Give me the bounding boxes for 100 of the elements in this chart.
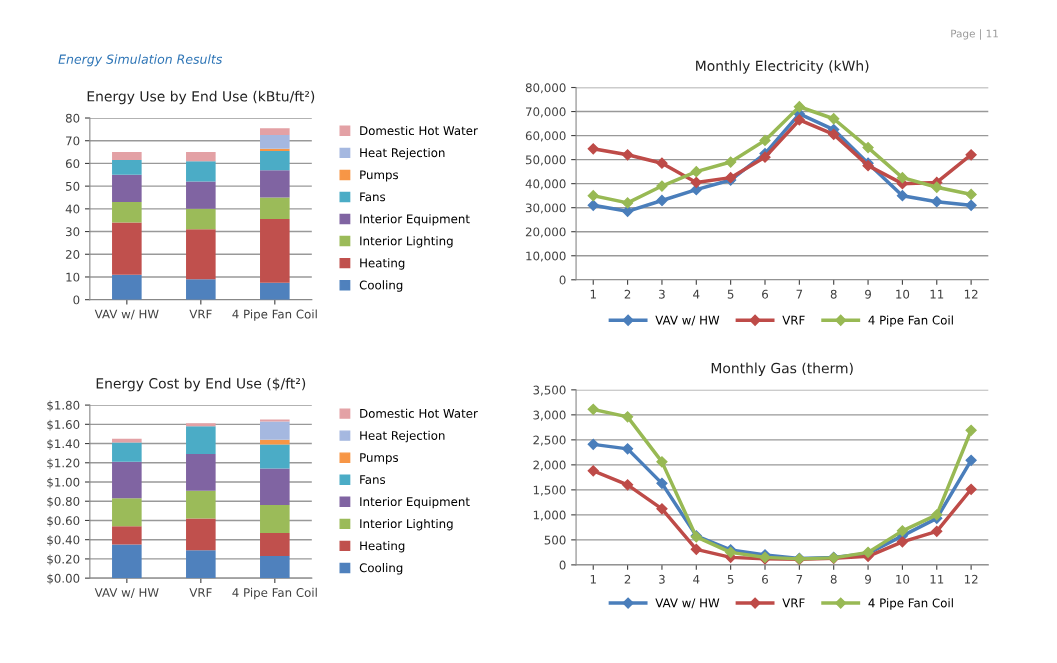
point [793, 101, 805, 113]
bar [112, 274, 142, 300]
y-tick-label: $0.20 [47, 554, 80, 566]
y-tick-label: $0.00 [47, 573, 80, 585]
bar [260, 556, 290, 579]
y-tick-label: 500 [544, 535, 566, 545]
point [621, 197, 634, 209]
bar [260, 505, 290, 533]
bar [186, 423, 216, 427]
bar [186, 550, 216, 579]
y-tick-label: $1.60 [47, 419, 80, 431]
y-tick-label: 0 [73, 295, 80, 305]
x-tick-label: 4 [693, 574, 700, 584]
bar [112, 160, 142, 175]
legend-label: Heating [360, 541, 405, 553]
point [621, 443, 634, 455]
point [965, 188, 977, 201]
x-tick-label: 2 [624, 574, 631, 584]
y-tick-label: 50 [66, 181, 80, 191]
bar [186, 279, 216, 300]
point [587, 403, 599, 415]
y-tick-label: $0.40 [47, 535, 80, 546]
y-tick-label: 70 [66, 136, 80, 146]
point [896, 536, 909, 548]
x-tick-label: VAV w/ HW [94, 588, 159, 598]
x-tick-label: 11 [930, 574, 944, 584]
bar [260, 128, 290, 136]
y-tick-label: 50,000 [525, 155, 566, 166]
point [931, 525, 943, 537]
bar [186, 152, 216, 162]
bar [260, 135, 290, 149]
point [621, 149, 634, 161]
point [656, 157, 668, 169]
legend-label: Interior Equipment [360, 496, 470, 509]
legend-label: Interior Equipment [360, 214, 470, 226]
y-tick-label: $1.40 [47, 439, 80, 450]
bar [260, 532, 290, 557]
x-tick-label: 1 [590, 289, 596, 299]
bar [260, 282, 290, 300]
y-tick-label: 10,000 [526, 251, 566, 262]
x-tick-label: 1 [590, 574, 596, 584]
bar [186, 229, 216, 280]
x-tick-label: 4 Pipe Fan Coil [232, 309, 317, 321]
legend-label: Heat Rejection [360, 430, 445, 443]
legend-label: Heating [360, 258, 405, 270]
legend-label: Cooling [359, 280, 403, 292]
point [759, 134, 771, 146]
bar [112, 544, 142, 579]
y-tick-label: 40,000 [525, 179, 566, 190]
point [965, 199, 977, 211]
legend-label: VAV w/ HW [655, 598, 720, 609]
y-tick-label: 20,000 [525, 227, 566, 238]
bar [112, 174, 142, 203]
y-tick-label: $1.80 [47, 400, 80, 412]
y-tick-label: $0.60 [47, 515, 80, 527]
point [896, 525, 909, 537]
bar [186, 208, 216, 230]
y-tick-label: $1.00 [47, 477, 80, 489]
x-tick-label: 9 [865, 289, 871, 299]
point [690, 176, 702, 189]
bar [260, 170, 290, 198]
bar [112, 461, 142, 499]
bar [186, 426, 216, 455]
y-tick-label: 2,000 [533, 460, 566, 471]
chart-title: Energy Use by End Use (kBtu/ft²) [87, 90, 315, 105]
text: Energy Simulation Results [58, 54, 223, 67]
legend-label: Domestic Hot Water [360, 125, 478, 136]
y-tick-label: 80 [65, 113, 80, 123]
x-tick-label: 12 [964, 289, 978, 299]
y-tick-label: 10 [66, 272, 80, 282]
legend-label: Cooling [359, 563, 403, 575]
bar [186, 181, 216, 209]
point [965, 454, 977, 466]
point [587, 199, 599, 211]
x-tick-label: 5 [727, 289, 734, 299]
y-tick-label: 40 [65, 204, 80, 214]
bar [112, 438, 142, 443]
chart-title: Monthly Gas (therm) [711, 362, 853, 377]
x-tick-label: 6 [762, 574, 769, 584]
legend-label: Pumps [360, 453, 399, 465]
y-tick-label: 30,000 [525, 203, 566, 214]
x-tick-label: VRF [189, 309, 212, 319]
chart-title: Monthly Electricity (kWh) [696, 60, 869, 74]
point [656, 456, 668, 468]
point [793, 114, 805, 126]
x-tick-label: 8 [830, 289, 837, 299]
point [965, 483, 977, 495]
point [656, 194, 668, 207]
bar [260, 148, 290, 151]
legend-label: Pumps [360, 170, 399, 182]
point [896, 190, 909, 202]
x-tick-label: 4 Pipe Fan Coil [232, 587, 317, 600]
y-tick-label: 0 [559, 275, 566, 285]
text: Domestic Hot Water [360, 408, 478, 418]
x-tick-label: 6 [762, 289, 769, 299]
point [931, 196, 943, 208]
x-tick-label: 8 [830, 574, 837, 584]
y-tick-label: $0.80 [47, 496, 80, 508]
bar [186, 518, 216, 551]
point [965, 424, 977, 436]
